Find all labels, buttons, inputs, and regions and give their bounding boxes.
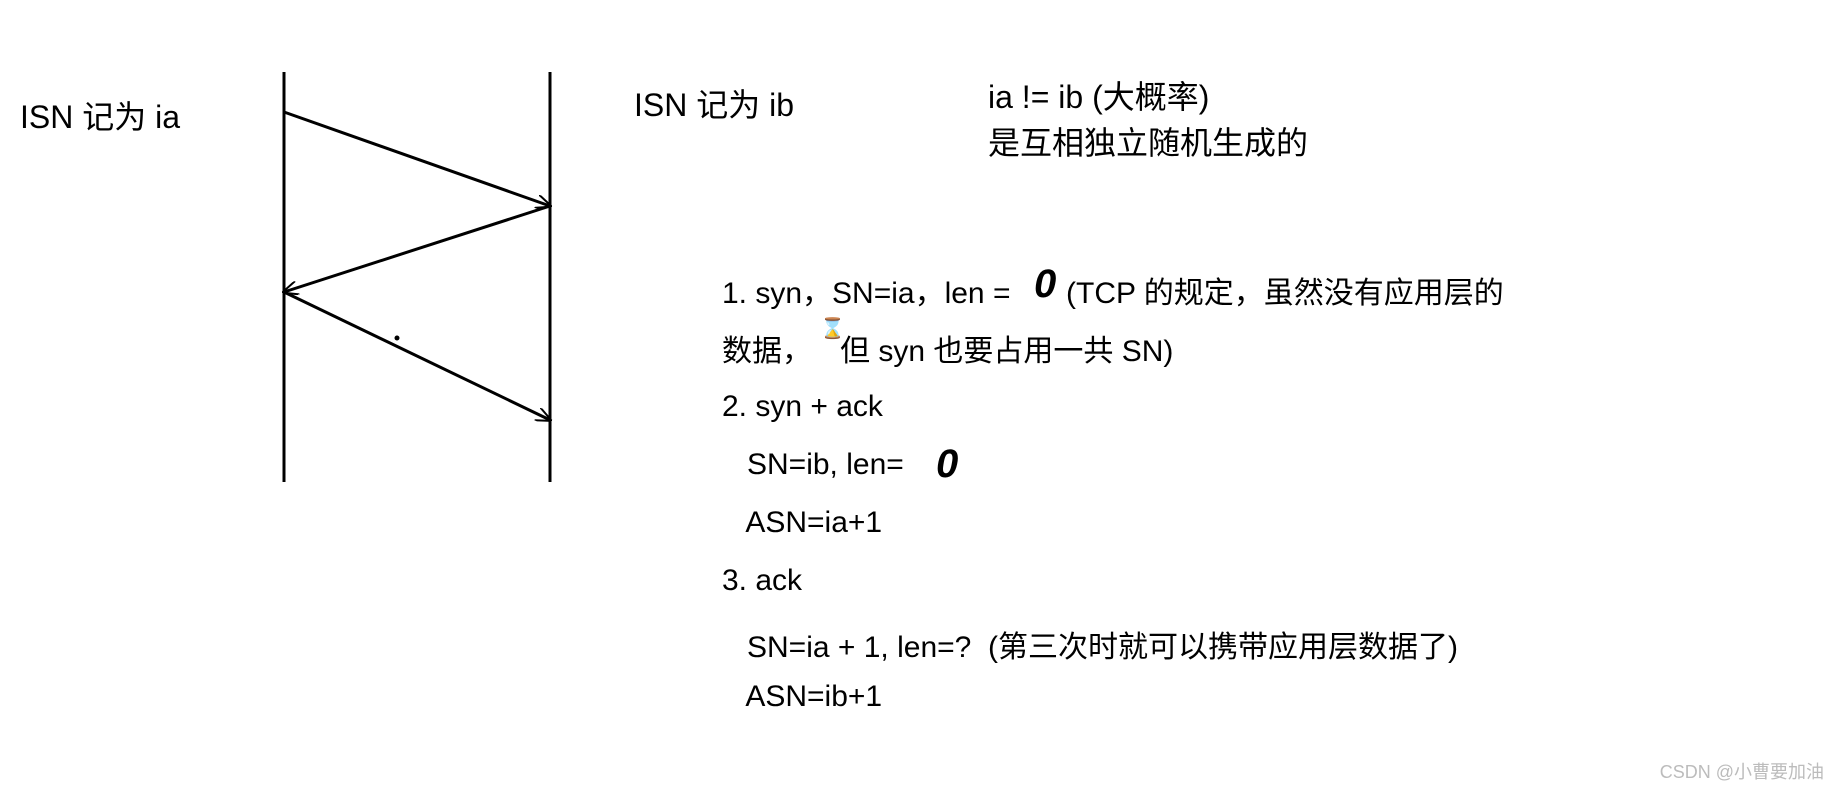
sequence-diagram	[0, 0, 1842, 792]
step-2-line-a: 2. syn + ack	[722, 390, 883, 424]
annotation-zero-2: 0	[936, 442, 958, 487]
step-3-line-c: ASN=ib+1	[722, 680, 882, 714]
step-1-part-c: 数据，	[722, 326, 812, 370]
step-3-line-b: SN=ia + 1, len=? (第三次时就可以携带应用层数据了)	[722, 622, 1458, 666]
hourglass-icon: ⌛	[820, 316, 845, 341]
step-2-line-c: ASN=ia+1	[722, 506, 882, 540]
step-1-part-c2: 但 syn 也要占用一共 SN)	[840, 326, 1173, 370]
step-2-line-b: SN=ib, len=	[722, 448, 904, 482]
step-3-line-a: 3. ack	[722, 564, 802, 598]
watermark: CSDN @小曹要加油	[1660, 758, 1824, 784]
note-line-2: 是互相独立随机生成的	[988, 118, 1308, 164]
step-1-part-b: (TCP 的规定，虽然没有应用层的	[1066, 268, 1504, 312]
label-isn-a: ISN 记为 ia	[20, 92, 180, 138]
annotation-zero-1: 0	[1034, 262, 1056, 307]
step-1-part-a: 1. syn，SN=ia，len =	[722, 268, 1010, 312]
label-isn-b: ISN 记为 ib	[634, 80, 794, 126]
note-line-1: ia != ib (大概率)	[988, 72, 1209, 118]
